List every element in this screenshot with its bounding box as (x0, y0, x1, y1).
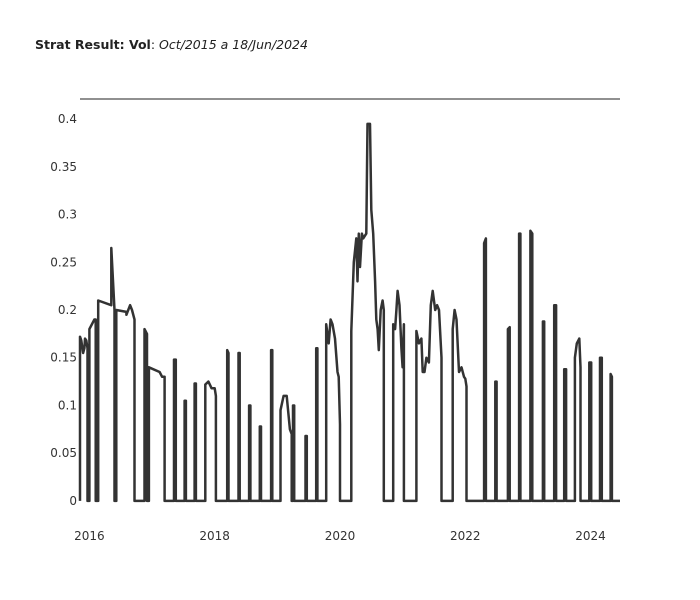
chart-title-sep: : (150, 37, 156, 52)
y-tick-label: 0.35 (50, 160, 77, 174)
y-axis: 0 0.05 0.1 0.15 0.2 0.25 0.3 0.35 0.4 (50, 112, 77, 508)
x-tick-label: 2022 (450, 529, 481, 543)
y-tick-label: 0.25 (50, 255, 77, 269)
y-tick-label: 0.2 (58, 303, 77, 317)
vol-series-line (78, 122, 620, 503)
x-tick-label: 2024 (575, 529, 606, 543)
chart-title: Strat Result: Vol: Oct/2015 a 18/Jun/202… (35, 37, 308, 52)
y-tick-label: 0 (69, 494, 77, 508)
y-tick-label: 0.15 (50, 351, 77, 365)
x-tick-label: 2016 (74, 529, 105, 543)
y-tick-label: 0.4 (58, 112, 77, 126)
chart-title-range: Oct/2015 a 18/Jun/2024 (159, 37, 308, 52)
y-tick-label: 0.1 (58, 398, 77, 412)
x-axis: 2016 2018 2020 2022 2024 (74, 529, 606, 543)
y-tick-label: 0.05 (50, 446, 77, 460)
chart-title-bold: Strat Result: Vol (35, 37, 151, 52)
x-tick-label: 2020 (325, 529, 356, 543)
x-tick-label: 2018 (199, 529, 230, 543)
y-tick-label: 0.3 (58, 208, 77, 222)
